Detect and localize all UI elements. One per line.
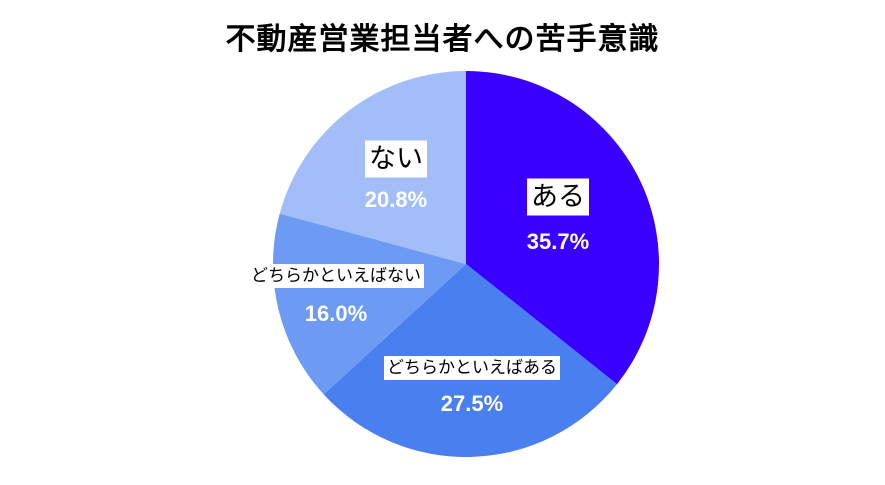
slice-2-label-background bbox=[384, 356, 560, 380]
slice-2-category-label: どちらかといえばある bbox=[387, 358, 557, 378]
slice-3 bbox=[272, 213, 466, 395]
slice-1-labels: ある 35.7% bbox=[527, 178, 589, 254]
pie-labels: ある 35.7% どちらかといえばある 27.5% どちらかといえばない 16.0% ない 2… bbox=[248, 140, 589, 416]
slice-1-category-label: ある bbox=[531, 182, 585, 213]
slice-3-labels: どちらかといえばない 16.0% bbox=[248, 264, 424, 326]
slice-4-category-label: ない bbox=[369, 144, 423, 175]
slice-2-labels: どちらかといえばある 27.5% bbox=[384, 356, 560, 416]
slice-3-category-label: どちらかといえばない bbox=[251, 266, 421, 286]
chart-title: 不動産営業担当者への苦手意識 bbox=[225, 22, 660, 57]
slice-3-value-label: 16.0% bbox=[305, 301, 367, 326]
slice-1-label-background bbox=[527, 178, 589, 216]
slice-4-label-background bbox=[365, 140, 427, 178]
slice-1-value-label: 35.7% bbox=[527, 229, 589, 254]
slice-3-label-background bbox=[248, 264, 424, 288]
slice-4-value-label: 20.8% bbox=[365, 187, 427, 212]
slice-2-value-label: 27.5% bbox=[441, 391, 503, 416]
slice-4-labels: ない 20.8% bbox=[365, 140, 427, 212]
slice-1 bbox=[466, 71, 660, 385]
